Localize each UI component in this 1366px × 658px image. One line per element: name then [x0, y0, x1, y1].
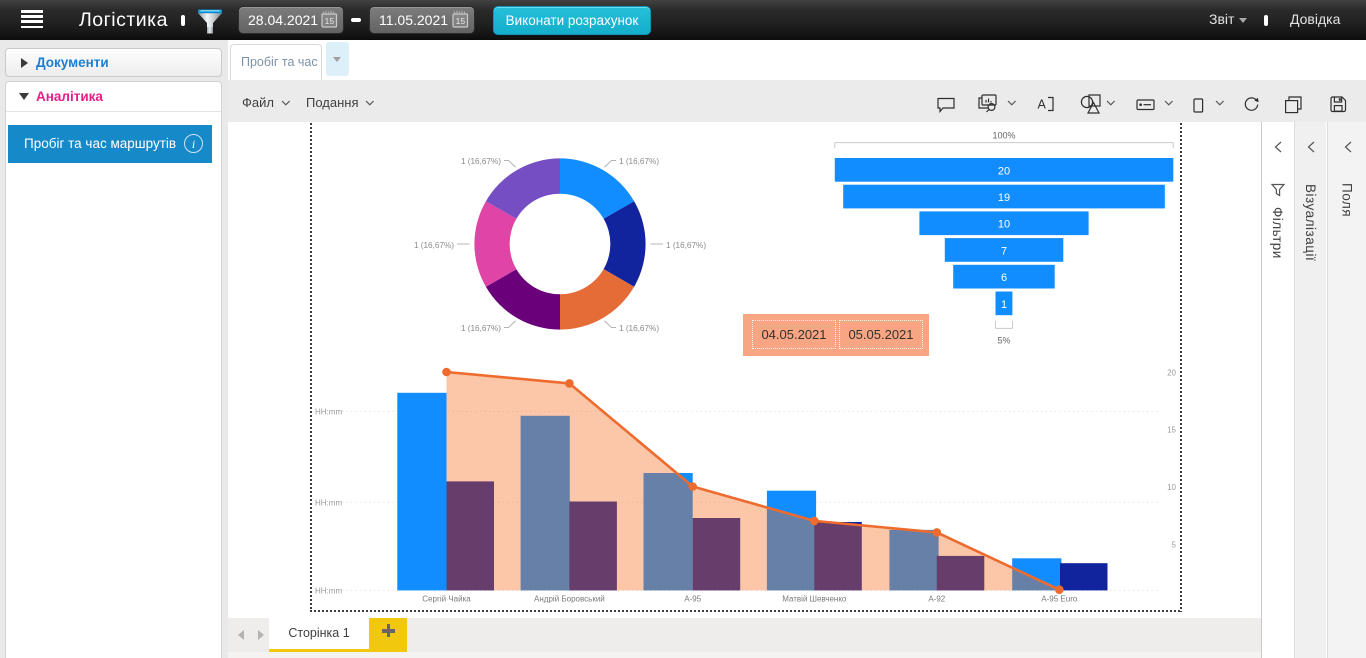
- svg-text:20: 20: [998, 165, 1010, 177]
- svg-text:1 (16,67%): 1 (16,67%): [619, 157, 659, 166]
- svg-text:HH:mm: HH:mm: [315, 408, 342, 417]
- svg-text:6: 6: [1001, 272, 1007, 284]
- svg-text:19: 19: [998, 192, 1010, 204]
- svg-text:7: 7: [1001, 245, 1007, 257]
- svg-text:15: 15: [456, 16, 466, 26]
- svg-text:A-95 Euro: A-95 Euro: [1041, 595, 1078, 604]
- svg-text:10: 10: [1167, 483, 1176, 492]
- svg-text:15: 15: [1167, 426, 1176, 435]
- svg-text:1 (16,67%): 1 (16,67%): [461, 324, 501, 333]
- svg-text:5: 5: [1172, 540, 1177, 549]
- svg-text:HH:mm: HH:mm: [315, 587, 342, 596]
- svg-text:100%: 100%: [992, 131, 1015, 141]
- svg-text:Матвій Шевченко: Матвій Шевченко: [782, 595, 847, 604]
- svg-text:1 (16,67%): 1 (16,67%): [461, 157, 501, 166]
- svg-text:1 (16,67%): 1 (16,67%): [619, 324, 659, 333]
- svg-text:1: 1: [1001, 299, 1007, 311]
- svg-text:HH:mm: HH:mm: [315, 499, 342, 508]
- svg-text:A: A: [1038, 98, 1047, 112]
- svg-text:1 (16,67%): 1 (16,67%): [414, 241, 454, 250]
- svg-text:A-92: A-92: [928, 595, 945, 604]
- svg-text:Андрій Боровський: Андрій Боровський: [534, 595, 605, 604]
- svg-text:Сергій Чайка: Сергій Чайка: [422, 595, 471, 604]
- svg-text:15: 15: [325, 16, 335, 26]
- svg-text:A-95: A-95: [684, 595, 701, 604]
- svg-text:5%: 5%: [997, 336, 1010, 346]
- svg-text:1 (16,67%): 1 (16,67%): [666, 241, 706, 250]
- svg-text:20: 20: [1167, 369, 1176, 378]
- svg-text:10: 10: [998, 219, 1010, 231]
